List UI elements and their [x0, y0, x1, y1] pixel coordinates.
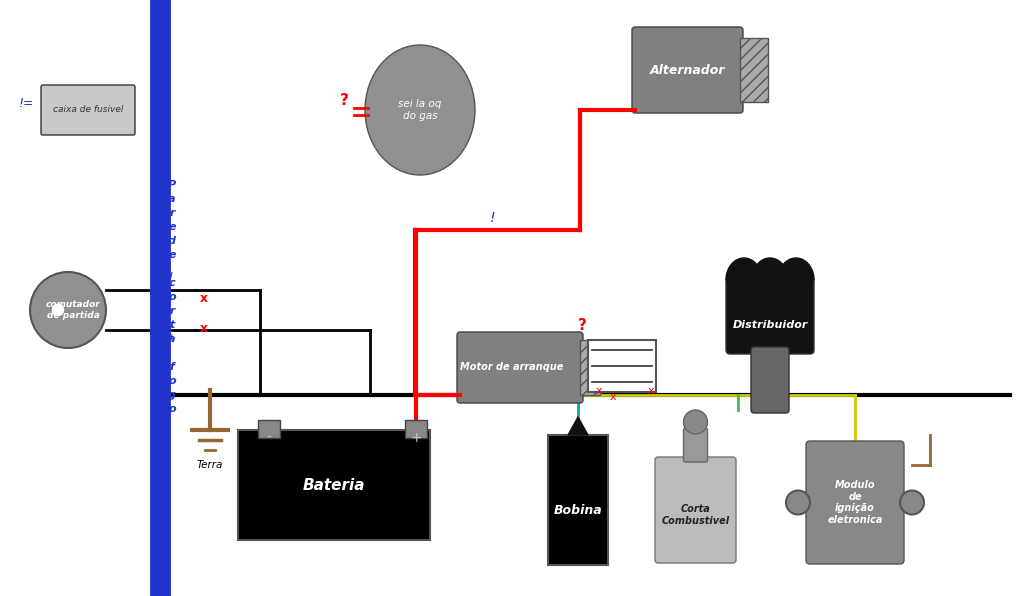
FancyBboxPatch shape: [806, 441, 904, 564]
Bar: [580, 340, 600, 395]
Text: sei la oq
do gas: sei la oq do gas: [398, 99, 441, 121]
Circle shape: [51, 303, 65, 317]
Text: Bobina: Bobina: [554, 504, 602, 517]
Bar: [406, 420, 427, 438]
Text: comutador
de partida: comutador de partida: [46, 300, 100, 319]
Text: o: o: [168, 292, 176, 302]
Text: x: x: [200, 292, 208, 305]
Text: e: e: [168, 222, 176, 232]
Text: !=: !=: [18, 97, 34, 110]
Polygon shape: [568, 417, 588, 435]
Circle shape: [900, 491, 924, 514]
FancyBboxPatch shape: [751, 347, 790, 413]
Text: Corta
Combustivel: Corta Combustivel: [662, 504, 729, 526]
Text: f: f: [170, 362, 174, 372]
Text: r: r: [169, 208, 175, 218]
Text: !: !: [168, 334, 172, 344]
Bar: [258, 420, 280, 438]
Polygon shape: [778, 258, 814, 280]
Text: +: +: [411, 431, 422, 445]
Ellipse shape: [365, 45, 475, 175]
FancyBboxPatch shape: [41, 85, 135, 135]
Bar: [238, 430, 430, 540]
Text: caixa de fusivel: caixa de fusivel: [53, 105, 123, 114]
Text: r: r: [169, 306, 175, 316]
FancyBboxPatch shape: [726, 276, 814, 354]
Text: Terra: Terra: [197, 460, 223, 470]
Circle shape: [683, 410, 708, 434]
Text: Bateria: Bateria: [303, 477, 366, 492]
Text: ?: ?: [578, 318, 587, 333]
Text: g: g: [168, 390, 176, 400]
Text: a: a: [168, 334, 176, 344]
Text: Distribuidor: Distribuidor: [732, 320, 808, 330]
Text: !: !: [490, 211, 496, 225]
Polygon shape: [752, 258, 788, 280]
Polygon shape: [726, 258, 762, 280]
Text: t: t: [169, 320, 175, 330]
Circle shape: [30, 272, 106, 348]
Bar: [548, 435, 608, 565]
Text: o: o: [168, 376, 176, 386]
Text: x: x: [200, 322, 208, 335]
Bar: [740, 38, 768, 102]
Text: x: x: [648, 386, 654, 396]
Circle shape: [786, 491, 810, 514]
FancyBboxPatch shape: [457, 332, 583, 403]
Text: Modulo
de
ignição
eletronica: Modulo de ignição eletronica: [827, 480, 883, 525]
Text: Alternador: Alternador: [650, 64, 725, 76]
Bar: [588, 340, 656, 392]
Text: P: P: [168, 180, 176, 190]
Text: x: x: [610, 392, 616, 402]
Text: x: x: [596, 386, 603, 396]
Text: a: a: [168, 194, 176, 204]
Text: -: -: [266, 431, 271, 445]
Text: o: o: [168, 404, 176, 414]
Text: ?: ?: [340, 93, 349, 108]
Text: c: c: [169, 278, 175, 288]
FancyBboxPatch shape: [683, 428, 708, 462]
Text: Motor de arranque: Motor de arranque: [461, 362, 563, 372]
Text: e: e: [168, 250, 176, 260]
Text: !: !: [168, 272, 172, 282]
FancyBboxPatch shape: [632, 27, 743, 113]
FancyBboxPatch shape: [655, 457, 736, 563]
Text: d: d: [168, 236, 176, 246]
